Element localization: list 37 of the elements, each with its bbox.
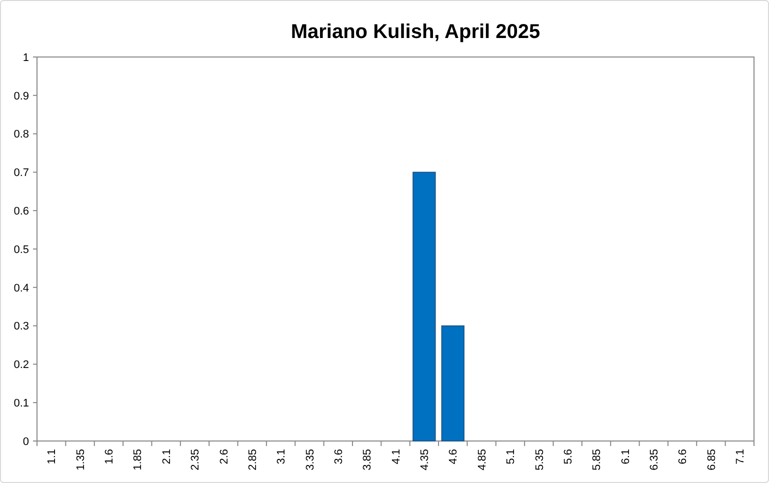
y-tick-label: 0 xyxy=(22,436,29,448)
x-tick-label: 6.85 xyxy=(706,449,718,470)
x-tick-label: 1.35 xyxy=(74,449,87,470)
x-tick-label: 4.35 xyxy=(419,449,432,470)
x-tick-label: 5.1 xyxy=(505,449,518,464)
x-tick-label: 5.6 xyxy=(562,449,574,464)
x-tick-label: 1.6 xyxy=(104,449,116,464)
y-tick-label: 0.8 xyxy=(14,128,29,141)
y-tick-label: 0.2 xyxy=(14,359,29,372)
x-tick-label: 2.6 xyxy=(218,449,230,464)
chart-title: Mariano Kulish, April 2025 xyxy=(290,21,540,43)
x-tick-label: 4.6 xyxy=(448,449,460,464)
y-tick-label: 0.4 xyxy=(14,282,29,294)
x-tick-label: 5.85 xyxy=(591,449,604,470)
y-tick-label: 0.6 xyxy=(14,205,29,218)
x-tick-label: 6.35 xyxy=(648,449,660,470)
x-tick-label: 3.1 xyxy=(276,449,288,464)
x-tick-label: 3.6 xyxy=(332,449,345,464)
x-tick-label: 6.6 xyxy=(677,449,690,464)
x-tick-label: 4.85 xyxy=(476,449,488,470)
y-tick-label: 0.9 xyxy=(14,90,29,102)
y-tick-label: 0.1 xyxy=(14,397,29,410)
x-tick-label: 7.1 xyxy=(734,449,747,464)
x-tick-label: 4.1 xyxy=(390,449,402,464)
x-tick-label: 6.1 xyxy=(620,449,632,464)
y-tick-label: 0.7 xyxy=(14,167,29,180)
x-tick-label: 2.35 xyxy=(190,449,202,470)
x-tick-label: 3.35 xyxy=(304,449,316,470)
x-tick-label: 5.35 xyxy=(534,449,546,470)
x-tick-label: 2.85 xyxy=(246,449,259,470)
y-tick-label: 0.5 xyxy=(14,244,29,256)
y-tick-label: 0.3 xyxy=(14,320,29,333)
y-tick-label: 1 xyxy=(22,52,29,64)
x-tick-label: 3.85 xyxy=(362,449,374,470)
x-tick-label: 1.1 xyxy=(46,449,58,464)
x-tick-label: 2.1 xyxy=(160,449,173,464)
x-tick-label: 1.85 xyxy=(132,449,144,470)
